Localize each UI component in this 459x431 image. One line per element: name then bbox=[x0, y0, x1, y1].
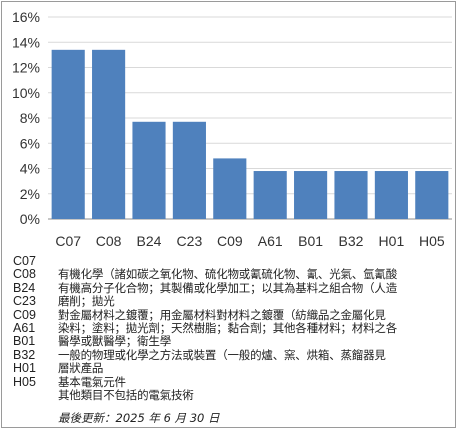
y-axis-ticks: 0% 2% 4% 6% 8% 10% 12% 14% 16% bbox=[12, 9, 40, 227]
y-tick-label: 14% bbox=[12, 34, 40, 50]
last-updated-note: 最後更新：2025 年 6 月 30 日 bbox=[58, 411, 220, 425]
bar-h01 bbox=[374, 171, 408, 219]
legend-row: C23 磨削；拋光 bbox=[13, 294, 453, 309]
x-tick-label: B32 bbox=[339, 233, 364, 249]
x-tick-label: C08 bbox=[96, 233, 122, 249]
legend-code: B24 bbox=[13, 280, 36, 295]
legend-row: C07 bbox=[13, 254, 453, 268]
y-tick-label: 0% bbox=[20, 211, 40, 227]
x-tick-label: C09 bbox=[217, 233, 243, 249]
legend-description: 有機高分子化合物；其製備或化學加工；以其為基料之組合物（人造 bbox=[58, 280, 397, 295]
legend-description: 染料；塗料；拋光劑；天然樹脂；黏合劑；其他各種材料；材料之各 bbox=[58, 321, 397, 336]
x-tick-label: H05 bbox=[419, 233, 445, 249]
legend-description: 醫學或獸醫學；衛生學 bbox=[58, 334, 171, 349]
legend-code: C23 bbox=[13, 294, 36, 309]
legend-code: B32 bbox=[13, 347, 36, 362]
x-axis-ticks: C07 C08 B24 C23 C09 A61 B01 B32 H01 H05 bbox=[55, 233, 444, 249]
legend-description: 對金屬材料之鍍覆；用金屬材料對材料之鍍覆（紡織品之金屬化見 bbox=[58, 307, 386, 322]
legend-row: H05 基本電氣元件 bbox=[13, 374, 453, 389]
legend-row: B32 一般的物理或化學之方法或裝置（一般的爐、窯、烘箱、蒸餾器見 bbox=[13, 347, 453, 362]
bar-b24 bbox=[132, 121, 166, 219]
x-tick-label: C07 bbox=[55, 233, 81, 249]
bar-c23 bbox=[172, 121, 206, 219]
legend-description: 有機化學（諸如碳之氧化物、硫化物或氰硫化物、氰、光氣、氫氰酸 bbox=[58, 267, 397, 282]
y-tick-label: 6% bbox=[20, 135, 40, 151]
y-tick-label: 2% bbox=[20, 186, 40, 202]
legend-description: 基本電氣元件 bbox=[58, 374, 126, 389]
legend-row: B01 醫學或獸醫學；衛生學 bbox=[13, 334, 453, 349]
legend-code: B01 bbox=[13, 334, 36, 349]
y-tick-label: 4% bbox=[20, 161, 40, 177]
legend-code: H01 bbox=[13, 361, 36, 376]
bar-a61 bbox=[253, 171, 287, 219]
bar-c07 bbox=[51, 49, 85, 220]
bar-chart: 0% 2% 4% 6% 8% 10% 12% 14% 16% C07 C08 B24 C23 C09 A6… bbox=[12, 9, 452, 249]
legend-row: A61 染料；塗料；拋光劑；天然樹脂；黏合劑；其他各種材料；材料之各 bbox=[13, 321, 453, 336]
legend-row: C08 有機化學（諸如碳之氧化物、硫化物或氰硫化物、氰、光氣、氫氰酸 bbox=[13, 267, 453, 282]
legend-code: C08 bbox=[13, 267, 36, 282]
legend-description: 磨削；拋光 bbox=[58, 294, 115, 309]
legend-code: C07 bbox=[13, 254, 36, 268]
legend-code: C09 bbox=[13, 307, 36, 322]
legend-description: 其他類目不包括的電氣技術 bbox=[58, 388, 194, 403]
x-tick-label: C23 bbox=[177, 233, 203, 249]
legend-row: H01 層狀產品 bbox=[13, 361, 453, 376]
y-tick-label: 12% bbox=[12, 60, 40, 76]
bar-b01 bbox=[294, 171, 328, 219]
bar-c09 bbox=[213, 158, 247, 219]
y-tick-label: 8% bbox=[20, 110, 40, 126]
y-tick-label: 10% bbox=[12, 85, 40, 101]
x-tick-label: B01 bbox=[298, 233, 323, 249]
legend-description: 層狀產品 bbox=[58, 361, 104, 376]
x-tick-label: H01 bbox=[379, 233, 405, 249]
legend-description: 一般的物理或化學之方法或裝置（一般的爐、窯、烘箱、蒸餾器見 bbox=[58, 347, 386, 362]
bars bbox=[51, 49, 449, 220]
legend-row: B24 有機高分子化合物；其製備或化學加工；以其為基料之組合物（人造 bbox=[13, 280, 453, 295]
legend-description bbox=[58, 255, 453, 268]
legend-row: C09 對金屬材料之鍍覆；用金屬材料對材料之鍍覆（紡織品之金屬化見 bbox=[13, 307, 453, 322]
legend-code: A61 bbox=[13, 321, 36, 336]
bar-b32 bbox=[334, 171, 368, 219]
category-legend: C07 C08 有機化學（諸如碳之氧化物、硫化物或氰硫化物、氰、光氣、氫氰酸 B24 有… bbox=[13, 254, 453, 403]
y-tick-label: 16% bbox=[12, 9, 40, 25]
legend-code: H05 bbox=[13, 374, 36, 389]
bar-h05 bbox=[415, 171, 449, 219]
legend-code bbox=[13, 389, 58, 402]
x-tick-label: A61 bbox=[258, 233, 283, 249]
x-tick-label: B24 bbox=[137, 233, 162, 249]
legend-row: 其他類目不包括的電氣技術 bbox=[13, 388, 453, 403]
bar-c08 bbox=[92, 49, 126, 220]
